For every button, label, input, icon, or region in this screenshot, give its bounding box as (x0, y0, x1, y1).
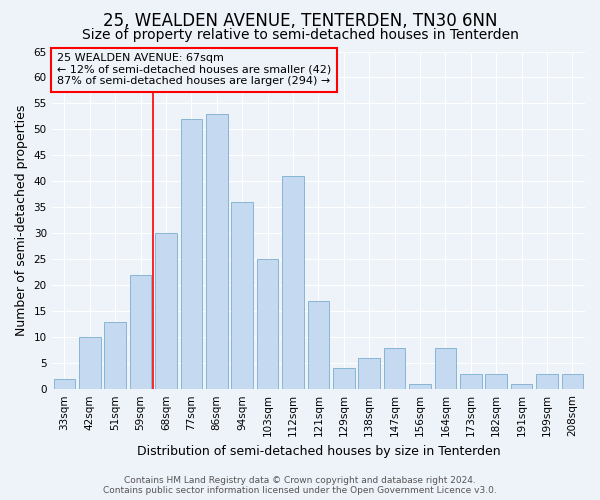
Bar (104, 322, 126, 389)
Bar (460, 374, 482, 389)
Bar (485, 374, 507, 389)
X-axis label: Distribution of semi-detached houses by size in Tenterden: Distribution of semi-detached houses by … (137, 444, 500, 458)
Bar (384, 348, 406, 389)
Bar (511, 384, 532, 389)
Bar (409, 384, 431, 389)
Bar (130, 275, 151, 389)
Bar (206, 114, 227, 389)
Bar (53, 379, 75, 389)
Bar (79, 337, 101, 389)
Bar (562, 374, 583, 389)
Bar (536, 374, 557, 389)
Bar (333, 368, 355, 389)
Bar (434, 348, 456, 389)
Bar (282, 176, 304, 389)
Y-axis label: Number of semi-detached properties: Number of semi-detached properties (15, 104, 28, 336)
Bar (308, 301, 329, 389)
Bar (358, 358, 380, 389)
Bar (257, 260, 278, 389)
Text: 25 WEALDEN AVENUE: 67sqm
← 12% of semi-detached houses are smaller (42)
87% of s: 25 WEALDEN AVENUE: 67sqm ← 12% of semi-d… (57, 53, 331, 86)
Text: Contains HM Land Registry data © Crown copyright and database right 2024.
Contai: Contains HM Land Registry data © Crown c… (103, 476, 497, 495)
Bar (181, 119, 202, 389)
Text: Size of property relative to semi-detached houses in Tenterden: Size of property relative to semi-detach… (82, 28, 518, 42)
Text: 25, WEALDEN AVENUE, TENTERDEN, TN30 6NN: 25, WEALDEN AVENUE, TENTERDEN, TN30 6NN (103, 12, 497, 30)
Bar (155, 234, 177, 389)
Bar (232, 202, 253, 389)
